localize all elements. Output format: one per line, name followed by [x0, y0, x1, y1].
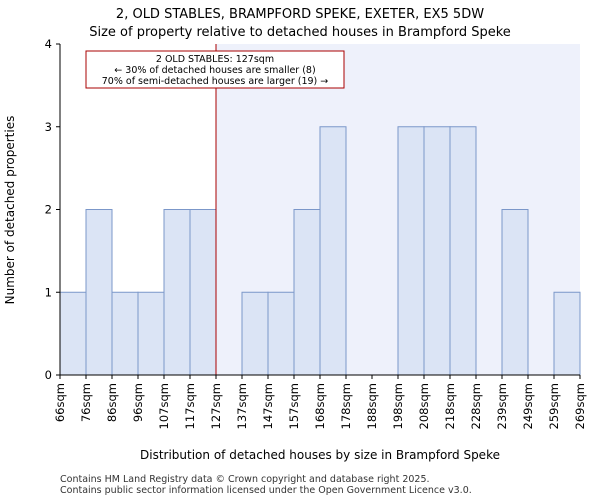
x-tick-label: 239sqm [495, 383, 509, 429]
annotation-line-2: ← 30% of detached houses are smaller (8) [114, 65, 315, 76]
annotation-line-3: 70% of semi-detached houses are larger (… [102, 76, 329, 87]
x-axis-label: Distribution of detached houses by size … [140, 448, 500, 462]
x-tick-label: 96sqm [131, 383, 145, 422]
x-tick-label: 198sqm [391, 383, 405, 429]
x-tick-label: 269sqm [573, 383, 587, 429]
x-tick-label: 137sqm [235, 383, 249, 429]
bar-96sqm [137, 291, 165, 376]
annotation-box: 2 OLD STABLES: 127sqm ← 30% of detached … [85, 50, 345, 89]
x-tick-label: 178sqm [339, 383, 353, 429]
x-tick-label: 127sqm [209, 383, 223, 429]
bar-137sqm [241, 291, 269, 376]
annotation-line-1: 2 OLD STABLES: 127sqm [156, 54, 274, 65]
x-tick-label: 218sqm [443, 383, 457, 429]
bar-66sqm [59, 291, 87, 376]
bar-239sqm [501, 209, 529, 376]
x-tick-label: 86sqm [105, 383, 119, 422]
bar-198sqm [397, 126, 425, 376]
bar-147sqm [267, 291, 295, 376]
footer-licence: Contains public sector information licen… [60, 485, 472, 496]
x-tick-label: 107sqm [157, 383, 171, 429]
y-tick-label: 3 [45, 120, 52, 134]
y-tick-label: 0 [45, 368, 52, 382]
x-tick-label: 147sqm [261, 383, 275, 429]
y-ticks-group: 0 1 2 3 4 [45, 37, 60, 382]
y-tick-label: 1 [45, 285, 52, 299]
bar-208sqm [423, 126, 451, 376]
bar-76sqm [85, 209, 113, 376]
x-tick-label: 66sqm [53, 383, 67, 422]
bar-157sqm [293, 209, 321, 376]
annotation-frame [85, 50, 345, 89]
chart-title: 2, OLD STABLES, BRAMPFORD SPEKE, EXETER,… [116, 7, 484, 22]
x-tick-label: 117sqm [183, 383, 197, 429]
x-tick-label: 249sqm [521, 383, 535, 429]
y-tick-label: 2 [45, 203, 52, 217]
x-tick-label: 168sqm [313, 383, 327, 429]
bars-group [59, 126, 581, 376]
x-ticks-group: 66sqm 76sqm 86sqm 96sqm 107sqm 117sqm 127sqm 13… [53, 375, 587, 429]
x-tick-label: 76sqm [79, 383, 93, 422]
x-tick-label: 188sqm [365, 383, 379, 429]
y-axis-label: Number of detached properties [3, 116, 17, 305]
bar-168sqm [319, 126, 347, 376]
bar-218sqm [449, 126, 477, 376]
x-tick-label: 208sqm [417, 383, 431, 429]
bar-86sqm [111, 291, 139, 376]
bar-259sqm [553, 291, 581, 376]
chart-subtitle: Size of property relative to detached ho… [89, 25, 511, 40]
x-tick-label: 157sqm [287, 383, 301, 429]
x-tick-label: 228sqm [469, 383, 483, 429]
x-tick-label: 259sqm [547, 383, 561, 429]
bar-107sqm [163, 209, 191, 376]
y-tick-label: 4 [45, 37, 52, 51]
bar-117sqm [189, 209, 217, 376]
footer-copyright: Contains HM Land Registry data © Crown c… [60, 474, 430, 485]
